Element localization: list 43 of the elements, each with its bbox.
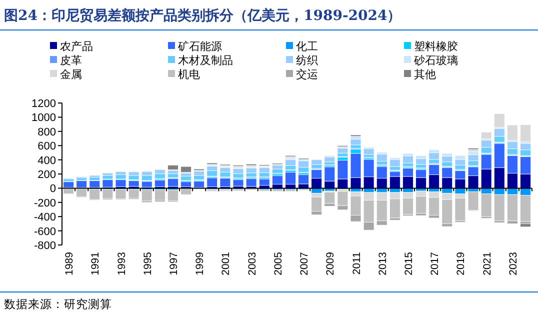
chart-title: 图24：印尼贸易差额按产品类别拆分（亿美元，1989-2024） (4, 7, 402, 24)
x-tick-label: 1999 (194, 252, 206, 276)
legend-label: 农产品 (60, 40, 93, 53)
x-tick-label: 2007 (298, 252, 311, 276)
legend-label: 化工 (296, 40, 318, 53)
y-tick-label: 800 (38, 126, 56, 138)
x-tick-label: 2009 (324, 252, 337, 276)
legend-label: 木材及制品 (178, 54, 233, 67)
legend-label: 塑料橡胶 (414, 40, 458, 53)
x-tick-label: 1997 (168, 252, 180, 276)
legend-label: 机电 (178, 68, 200, 81)
x-tick-label: 2003 (246, 252, 258, 276)
x-tick-label: 2015 (402, 252, 415, 276)
legend-label: 纺织 (296, 54, 318, 67)
x-tick-label: 1991 (90, 252, 102, 276)
y-tick-label: 600 (38, 140, 56, 153)
y-tick-label: -400 (34, 212, 56, 224)
y-tick-label: -600 (34, 226, 56, 238)
x-tick-label: 2017 (429, 252, 442, 276)
legend-label: 其他 (414, 68, 436, 81)
y-tick-label: 1000 (32, 112, 56, 124)
x-tick-label: 2011 (350, 252, 363, 275)
y-tick-label: 0 (50, 183, 56, 196)
x-tick-label: 2005 (272, 252, 284, 276)
x-tick-label: 2001 (220, 252, 232, 276)
y-tick-label: -200 (34, 197, 56, 210)
y-tick-label: 200 (38, 169, 56, 181)
legend-label: 交运 (296, 68, 318, 81)
y-tick-label: -800 (34, 240, 56, 252)
legend-label: 矿石能源 (177, 40, 222, 53)
x-tick-label: 1995 (142, 252, 154, 276)
x-tick-label: 1993 (116, 252, 128, 276)
legend-label: 金属 (60, 68, 82, 81)
x-tick-label: 2021 (481, 252, 494, 276)
x-tick-label: 2023 (507, 252, 520, 276)
legend-label: 皮革 (60, 54, 82, 67)
y-tick-label: 400 (38, 154, 56, 167)
x-tick-label: 2019 (455, 252, 468, 276)
x-tick-label: 2013 (376, 252, 389, 276)
legend-label: 砂石玻璃 (413, 54, 458, 67)
y-tick-label: 1200 (32, 98, 56, 110)
x-tick-label: 1989 (64, 252, 76, 276)
source-note: 数据来源：研究测算 (4, 297, 112, 311)
